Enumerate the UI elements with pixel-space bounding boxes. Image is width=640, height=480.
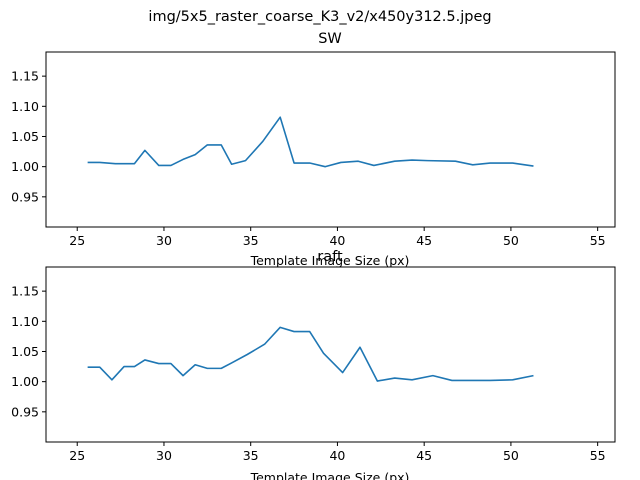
series-line-sw: [87, 116, 534, 168]
x-tick-label-raft: 35: [243, 448, 259, 463]
data-point-raft: [451, 380, 453, 382]
x-tick-label-raft: 40: [329, 448, 345, 463]
data-point-sw: [279, 116, 281, 118]
x-tick-label-sw: 40: [329, 233, 345, 248]
figure-suptitle: img/5x5_raster_coarse_K3_v2/x450y312.5.j…: [148, 9, 491, 25]
x-tick-label-sw: 30: [156, 233, 172, 248]
data-point-raft: [194, 364, 196, 366]
data-point-raft: [323, 352, 325, 354]
data-point-raft: [170, 363, 172, 365]
data-point-sw: [455, 160, 457, 162]
series-group-sw: [87, 116, 535, 168]
series-line-raft: [87, 326, 534, 382]
axis-ticks-sw: 25 30 35 40 45 50 55 0.95 1.00 1.05 1.10 1.15: [11, 69, 605, 248]
x-tick-label-raft: 25: [69, 448, 85, 463]
data-point-sw: [158, 165, 160, 167]
data-point-raft: [279, 327, 281, 329]
data-point-sw: [394, 160, 396, 162]
data-point-sw: [533, 165, 535, 167]
y-tick-label-raft: 1.10: [11, 314, 39, 329]
data-point-sw: [427, 160, 429, 162]
data-point-raft: [411, 379, 413, 381]
data-point-raft: [394, 377, 396, 379]
data-point-sw: [194, 154, 196, 156]
data-point-raft: [293, 331, 295, 333]
data-point-raft: [158, 363, 160, 365]
data-point-raft: [144, 359, 146, 361]
data-point-raft: [472, 380, 474, 382]
data-point-sw: [309, 162, 311, 164]
data-point-raft: [231, 362, 233, 364]
subplot-raft: raft 25 30 35 40 45 50 550.951.001.051.101.15 …: [11, 249, 616, 480]
data-point-raft: [87, 366, 89, 368]
data-point-sw: [357, 160, 359, 162]
data-point-sw: [99, 162, 101, 164]
y-tick-label-sw: 1.10: [11, 99, 39, 114]
subplot-title-sw: SW: [318, 31, 342, 47]
data-point-sw: [512, 162, 514, 164]
data-point-sw: [231, 163, 233, 165]
subplot-sw: SW 25 30 35 40 45 50 55 0.95 1.00 1.05 1.10 1.15 Te…: [11, 31, 616, 268]
data-point-raft: [489, 380, 491, 382]
data-point-sw: [182, 159, 184, 161]
y-tick-label-sw: 1.15: [11, 69, 39, 84]
data-point-sw: [134, 163, 136, 165]
y-tick-label-sw: 1.05: [11, 129, 39, 144]
data-point-raft: [207, 368, 209, 370]
data-point-sw: [325, 166, 327, 168]
data-point-raft: [533, 375, 535, 377]
data-point-sw: [170, 165, 172, 167]
axis-ticks-raft: 25 30 35 40 45 50 55 0.95 1.00 1.05 1.10 1.15: [11, 284, 605, 463]
data-point-sw: [207, 144, 209, 146]
data-point-raft: [99, 366, 101, 368]
data-point-sw: [87, 162, 89, 164]
x-axis-label-raft: Template Image Size (px): [250, 470, 410, 480]
data-point-sw: [220, 144, 222, 146]
y-tick-label-sw: 1.00: [11, 159, 39, 174]
data-point-raft: [377, 380, 379, 382]
y-tick-label-raft: 1.00: [11, 374, 39, 389]
data-point-sw: [262, 141, 264, 143]
x-tick-label-sw: 25: [69, 233, 85, 248]
x-tick-label-sw: 45: [416, 233, 432, 248]
data-point-sw: [115, 163, 117, 165]
x-tick-label-sw: 35: [243, 233, 259, 248]
y-tick-label-raft: 1.15: [11, 284, 39, 299]
plot-area-raft: [45, 266, 616, 443]
x-tick-label-raft: 55: [590, 448, 606, 463]
data-point-sw: [472, 164, 474, 166]
y-tick-label-sw: 0.95: [11, 189, 39, 204]
data-point-sw: [245, 160, 247, 162]
x-axis-label-sw: Template Image Size (px): [250, 253, 410, 268]
data-point-raft: [123, 366, 125, 368]
data-point-raft: [342, 372, 344, 374]
y-tick-label-raft: 1.05: [11, 344, 39, 359]
x-tick-label-raft: 45: [416, 448, 432, 463]
data-point-raft: [309, 331, 311, 333]
data-point-sw: [373, 165, 375, 167]
plot-area-sw: [45, 51, 616, 228]
data-point-sw: [340, 162, 342, 164]
data-point-sw: [293, 162, 295, 164]
data-point-raft: [359, 346, 361, 348]
data-point-sw: [489, 162, 491, 164]
data-point-raft: [264, 343, 266, 345]
data-point-raft: [182, 375, 184, 377]
x-tick-label-sw: 55: [590, 233, 606, 248]
data-point-sw: [411, 159, 413, 161]
data-point-raft: [432, 375, 434, 377]
x-tick-label-sw: 50: [503, 233, 519, 248]
data-point-raft: [512, 379, 514, 381]
data-point-raft: [134, 366, 136, 368]
subplot-title-raft: raft: [317, 249, 343, 265]
data-point-raft: [111, 379, 113, 381]
x-tick-label-raft: 50: [503, 448, 519, 463]
series-group-raft: [87, 326, 535, 382]
data-point-raft: [246, 354, 248, 356]
data-point-raft: [220, 368, 222, 370]
data-point-sw: [144, 150, 146, 152]
x-tick-label-raft: 30: [156, 448, 172, 463]
y-tick-label-raft: 0.95: [11, 404, 39, 419]
